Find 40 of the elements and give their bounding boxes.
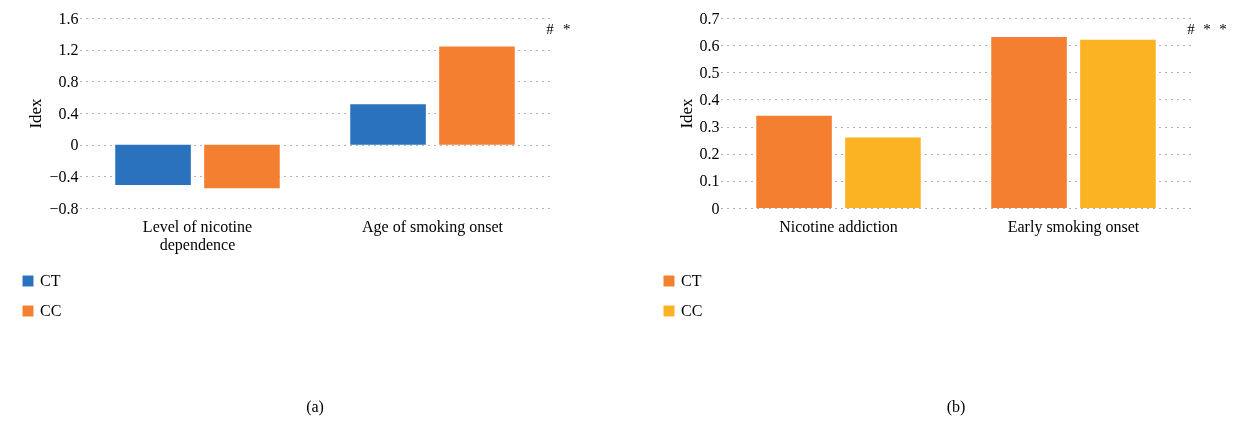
bar <box>991 37 1067 208</box>
y-tick-label: 0.6 <box>699 36 720 54</box>
text: * <box>1219 21 1227 37</box>
y-tick-label: 1.2 <box>58 41 79 59</box>
y-tick-label: 0.3 <box>699 118 720 136</box>
y-tick-label: 0.7 <box>699 9 720 27</box>
text: * <box>563 21 571 37</box>
x-tick-label: Nicotine addiction <box>779 217 898 235</box>
legend-label: CT <box>681 272 702 289</box>
x-tick-label: Age of smoking onset <box>362 217 504 236</box>
y-tick-label: 0.8 <box>58 72 79 90</box>
legend-label: CC <box>40 302 62 319</box>
legend-label: CT <box>40 272 61 289</box>
y-axis-title: Idex <box>676 97 696 129</box>
bar <box>439 46 515 145</box>
x-tick-label: Early smoking onset <box>1007 217 1140 236</box>
y-tick-label: −0.8 <box>49 199 79 217</box>
bar <box>845 137 921 208</box>
y-tick-label: 0.4 <box>699 90 720 108</box>
bar <box>350 104 426 145</box>
y-tick-label: 0.1 <box>699 172 720 190</box>
bar <box>1080 39 1156 208</box>
text: * <box>1203 21 1211 37</box>
legend-label: CC <box>681 302 703 319</box>
y-tick-label: 0 <box>711 199 720 217</box>
y-tick-label: 0 <box>70 136 79 154</box>
annotation: # <box>546 21 555 37</box>
y-tick-label: 0.5 <box>699 63 720 81</box>
annotation: # <box>1187 21 1196 37</box>
x-tick-label: Level of nicotine dependence <box>142 217 253 254</box>
y-axis-title: Idex <box>26 97 46 129</box>
text: (b) <box>946 398 966 416</box>
y-tick-label: 0.4 <box>58 104 79 122</box>
bar <box>204 144 280 189</box>
text: (a) <box>306 398 324 416</box>
y-tick-label: 1.6 <box>58 9 79 27</box>
y-tick-label: 0.2 <box>699 145 720 163</box>
y-tick-label: −0.4 <box>49 167 79 185</box>
bar <box>115 144 191 186</box>
bar <box>756 115 832 208</box>
